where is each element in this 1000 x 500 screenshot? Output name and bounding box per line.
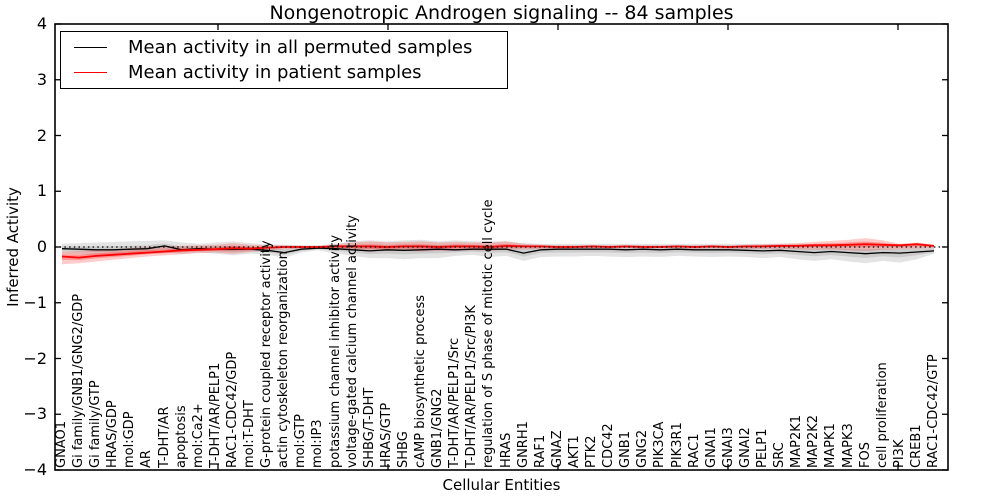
x-tick-label: FOS (857, 442, 873, 468)
x-tick-label: GNG2 (635, 429, 651, 468)
x-tick-label: AKT1 (566, 435, 582, 468)
x-tick-label: PTK2 (584, 435, 600, 468)
x-tick-label: T-DHT/AR/PELP1/Src/PI3K (464, 305, 480, 468)
x-tick-label: T-DHT/AR (156, 406, 172, 468)
y-tick-label: −4 (23, 460, 47, 479)
x-tick-label: cell proliferation (874, 362, 890, 468)
y-tick-label: 2 (36, 125, 47, 145)
x-tick-label: PI3K (891, 439, 907, 468)
chart-title: Nongenotropic Androgen signaling -- 84 s… (269, 2, 734, 24)
y-tick-label: 0 (36, 237, 47, 256)
x-tick-label: regulation of S phase of mitotic cell cy… (481, 199, 497, 468)
x-tick-label: RAC1 (686, 433, 702, 468)
x-tick-label: T-DHT/AR/PELP1/Src (447, 337, 463, 468)
x-tick-label: MAP2K2 (806, 414, 822, 468)
x-tick-label: actin cytoskeleton reorganization (276, 251, 292, 468)
x-tick-label: HRAS (498, 432, 514, 468)
legend-entry-permuted: Mean activity in all permuted samples (61, 37, 507, 58)
y-tick-label: 4 (36, 14, 47, 33)
x-tick-label: potassium channel inhibitor activity (327, 234, 343, 468)
x-tick-label: MAP2K1 (789, 414, 805, 468)
x-tick-label: PIK3CA (652, 421, 668, 468)
x-tick-label: voltage-gated calcium channel activity (344, 215, 360, 468)
x-tick-label: HRAS/GDP (105, 400, 121, 468)
y-tick-label: 1 (36, 181, 47, 201)
x-tick-label: MAPK1 (823, 423, 839, 468)
x-tick-label: MAPK3 (840, 423, 856, 468)
y-tick-label: −3 (23, 404, 47, 424)
x-tick-label: mol:GDP (122, 411, 138, 468)
x-tick-label: cAMP biosynthetic process (413, 294, 429, 468)
x-tick-label: GNAZ (549, 430, 565, 468)
x-tick-label: Gi family/GNB1/GNG2/GDP (71, 293, 87, 468)
x-tick-label: HRAS/GTP (378, 402, 394, 468)
y-tick-label: 3 (36, 69, 47, 89)
x-tick-label: RAC1-CDC42/GDP (224, 351, 240, 468)
x-tick-label: PELP1 (755, 428, 771, 468)
permuted-line-sample-icon (74, 46, 107, 48)
x-tick-label: GNRH1 (515, 421, 531, 468)
x-tick-label: GNB1 (618, 431, 634, 468)
x-tick-label: apoptosis (173, 405, 189, 468)
x-tick-label: T-DHT/AR/PELP1 (207, 362, 223, 468)
x-tick-label: GNAI1 (703, 427, 719, 468)
x-axis-label: Cellular Entities (442, 476, 561, 494)
legend-label-permuted: Mean activity in all permuted samples (128, 36, 473, 58)
x-tick-label: mol:IP3 (310, 419, 326, 468)
x-tick-label: GNB1/GNG2 (430, 388, 446, 468)
x-tick-label: SHBG/T-DHT (361, 387, 377, 468)
x-tick-label: RAC1-CDC42/GTP (926, 354, 941, 468)
x-tick-label: G-protein coupled receptor activity (259, 240, 275, 468)
x-tick-label: PIK3R1 (669, 422, 685, 468)
x-tick-label: mol:T-DHT (242, 400, 258, 468)
legend: Mean activity in all permuted samples Me… (60, 31, 508, 89)
legend-label-patient: Mean activity in patient samples (128, 62, 422, 84)
x-tick-label: GNAI3 (720, 427, 736, 468)
x-tick-label: CREB1 (908, 424, 924, 468)
x-tick-label: CDC42 (601, 423, 617, 468)
x-tick-label: SHBG (395, 431, 411, 468)
x-tick-label: mol:GTP (293, 414, 309, 468)
x-tick-label: AR (139, 450, 155, 468)
x-tick-label: mol:Ca2+ (190, 403, 206, 468)
legend-entry-patient: Mean activity in patient samples (61, 62, 507, 83)
x-tick-label: Gi family/GTP (88, 380, 104, 468)
patient-line-sample-icon (74, 72, 107, 74)
y-tick-label: −2 (23, 348, 47, 368)
x-tick-label: RAF1 (532, 434, 548, 468)
x-tick-label: GNAI2 (737, 427, 753, 468)
y-tick-label: −1 (23, 292, 47, 312)
x-tick-label: GNAO1 (54, 421, 69, 468)
x-tick-label: SRC (772, 442, 788, 468)
